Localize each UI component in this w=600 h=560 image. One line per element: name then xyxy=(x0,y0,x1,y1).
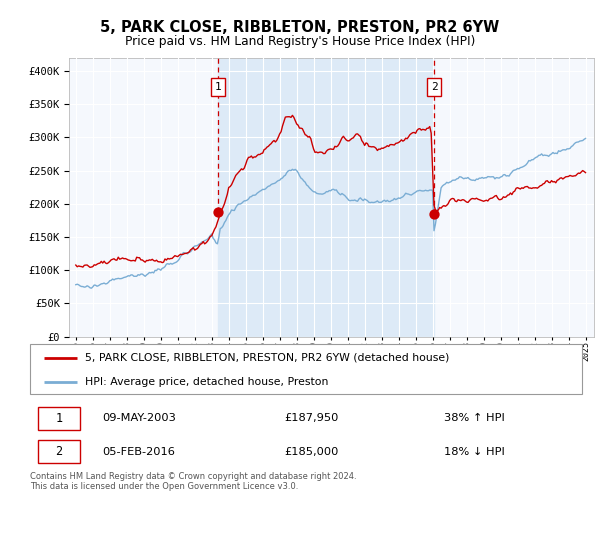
Text: Price paid vs. HM Land Registry's House Price Index (HPI): Price paid vs. HM Land Registry's House … xyxy=(125,35,475,48)
FancyBboxPatch shape xyxy=(38,441,80,463)
Text: 2: 2 xyxy=(431,82,437,92)
Text: 5, PARK CLOSE, RIBBLETON, PRESTON, PR2 6YW: 5, PARK CLOSE, RIBBLETON, PRESTON, PR2 6… xyxy=(100,20,500,35)
Text: 2: 2 xyxy=(55,445,62,459)
Text: £185,000: £185,000 xyxy=(284,447,338,457)
Text: 1: 1 xyxy=(214,82,221,92)
Text: 1: 1 xyxy=(55,412,62,425)
FancyBboxPatch shape xyxy=(38,407,80,430)
Text: 09-MAY-2003: 09-MAY-2003 xyxy=(102,413,176,423)
Text: 18% ↓ HPI: 18% ↓ HPI xyxy=(444,447,505,457)
Text: 05-FEB-2016: 05-FEB-2016 xyxy=(102,447,175,457)
Text: 38% ↑ HPI: 38% ↑ HPI xyxy=(444,413,505,423)
Text: HPI: Average price, detached house, Preston: HPI: Average price, detached house, Pres… xyxy=(85,377,329,386)
Point xyxy=(213,207,223,216)
Text: £187,950: £187,950 xyxy=(284,413,338,423)
Bar xyxy=(218,58,434,337)
FancyBboxPatch shape xyxy=(30,344,582,394)
Point xyxy=(430,209,439,218)
Text: Contains HM Land Registry data © Crown copyright and database right 2024.
This d: Contains HM Land Registry data © Crown c… xyxy=(30,472,356,491)
Text: 5, PARK CLOSE, RIBBLETON, PRESTON, PR2 6YW (detached house): 5, PARK CLOSE, RIBBLETON, PRESTON, PR2 6… xyxy=(85,353,449,363)
